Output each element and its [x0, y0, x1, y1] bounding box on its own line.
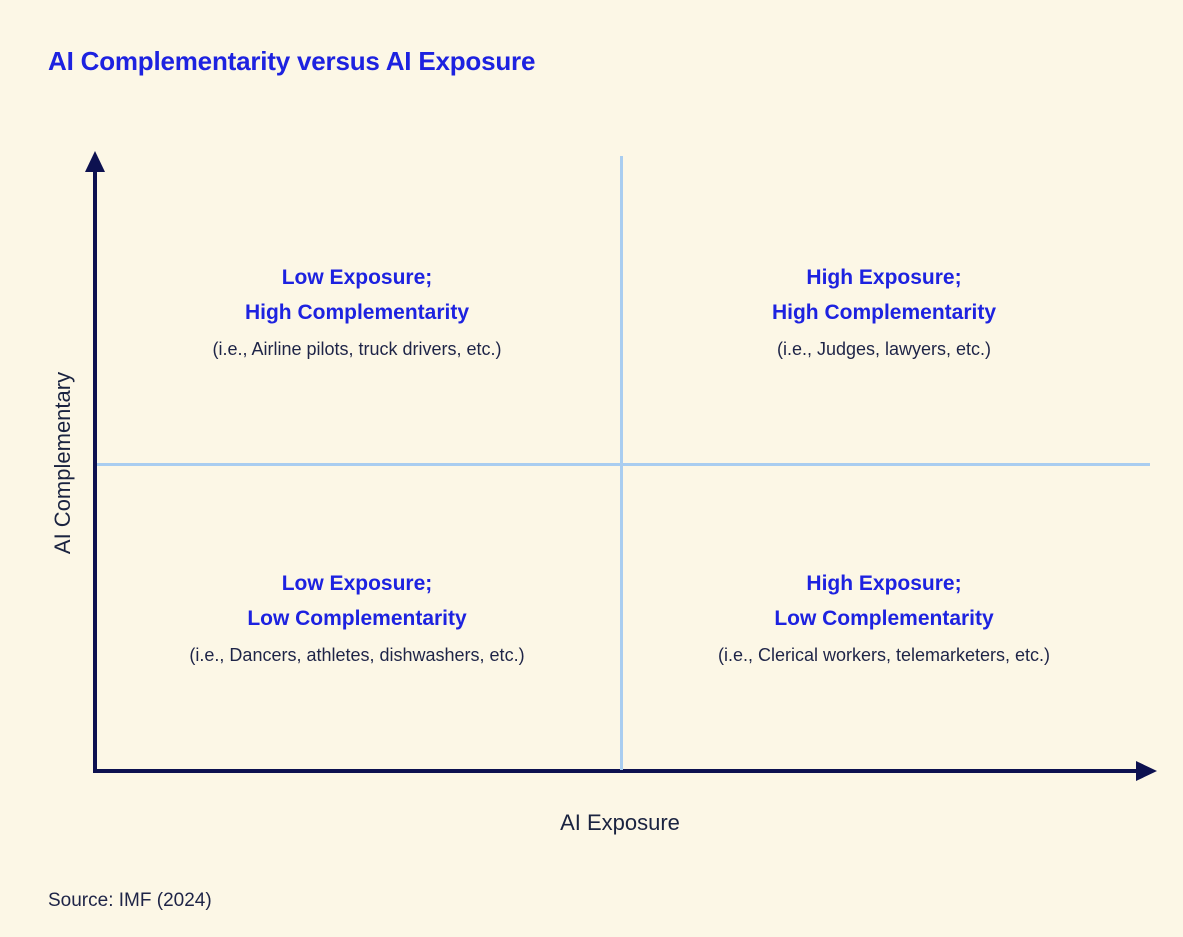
quadrant-heading: High Exposure; High Complementarity	[644, 260, 1124, 330]
quadrant-heading: Low Exposure; Low Complementarity	[117, 566, 597, 636]
quadrant-heading-line1: High Exposure;	[806, 572, 962, 595]
quadrant-heading-line2: Low Complementarity	[247, 607, 467, 630]
quadrant-heading-line1: Low Exposure;	[281, 266, 433, 289]
page-title: AI Complementarity versus AI Exposure	[48, 46, 536, 76]
quadrant-examples: (i.e., Judges, lawyers, etc.)	[776, 339, 992, 359]
quadrant-examples: (i.e., Dancers, athletes, dishwashers, e…	[189, 645, 525, 665]
x-axis-label: AI Exposure	[560, 810, 680, 835]
source-attribution: Source: IMF (2024)	[48, 890, 212, 911]
y-axis-line	[93, 165, 97, 773]
y-axis-label: AI Complementary	[50, 371, 75, 555]
quadrant-heading: High Exposure; Low Complementarity	[644, 566, 1124, 636]
x-axis-arrow-icon	[1136, 761, 1157, 781]
y-axis-arrow-icon	[85, 151, 105, 172]
horizontal-divider	[97, 463, 1150, 466]
quadrant-heading-line2: High Complementarity	[244, 301, 470, 324]
quadrant-heading-line2: Low Complementarity	[774, 607, 994, 630]
quadrant-low-exposure-high-complementarity: Low Exposure; High Complementarity (i.e.…	[117, 260, 597, 360]
quadrant-high-exposure-high-complementarity: High Exposure; High Complementarity (i.e…	[644, 260, 1124, 360]
quadrant-heading-line2: High Complementarity	[771, 301, 997, 324]
quadrant-examples: (i.e., Clerical workers, telemarketers, …	[717, 645, 1051, 665]
quadrant-high-exposure-low-complementarity: High Exposure; Low Complementarity (i.e.…	[644, 566, 1124, 666]
quadrant-low-exposure-low-complementarity: Low Exposure; Low Complementarity (i.e.,…	[117, 566, 597, 666]
x-axis-line	[93, 769, 1140, 773]
quadrant-heading: Low Exposure; High Complementarity	[117, 260, 597, 330]
quadrant-heading-line1: High Exposure;	[806, 266, 962, 289]
quadrant-heading-line1: Low Exposure;	[281, 572, 433, 595]
quadrant-examples: (i.e., Airline pilots, truck drivers, et…	[212, 339, 502, 359]
